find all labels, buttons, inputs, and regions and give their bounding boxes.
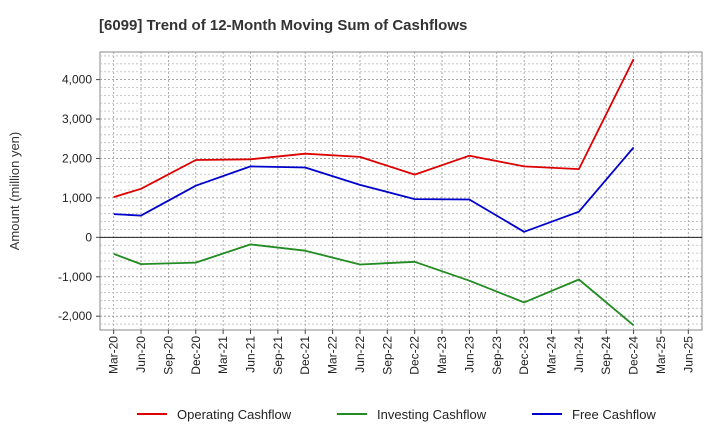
x-tick-label: Jun-25	[681, 336, 695, 373]
y-tick-label: 1,000	[62, 191, 92, 205]
legend-label-free-cashflow: Free Cashflow	[572, 407, 656, 422]
legend-label-operating-cashflow: Operating Cashflow	[177, 407, 292, 422]
x-tick-label: Sep-24	[599, 336, 613, 375]
x-tick-label: Sep-21	[271, 336, 285, 375]
chart-title: [6099] Trend of 12-Month Moving Sum of C…	[99, 17, 467, 34]
y-tick-label: 0	[85, 230, 92, 244]
x-tick-label: Dec-21	[298, 336, 312, 375]
y-axis-ticks: -2,000 -1,000 0 1,000 2,000 3,000 4,000	[58, 73, 100, 323]
x-tick-label: Mar-20	[107, 336, 121, 374]
y-tick-label: 3,000	[62, 112, 92, 126]
x-tick-label: Mar-25	[654, 336, 668, 374]
plot-area	[99, 51, 703, 331]
series-group	[113, 58, 635, 326]
x-tick-label: Dec-24	[627, 336, 641, 375]
series-line-operating-cashflow	[113, 58, 635, 198]
x-tick-label: Mar-24	[545, 336, 559, 374]
x-tick-label: Dec-23	[517, 336, 531, 375]
y-tick-label: -1,000	[58, 270, 92, 284]
y-axis-label: Amount (million yen)	[7, 132, 22, 251]
x-tick-label: Jun-21	[244, 336, 258, 373]
y-tick-label: 4,000	[62, 73, 92, 87]
x-tick-label: Sep-23	[490, 336, 504, 375]
y-tick-label: 2,000	[62, 151, 92, 165]
legend: Operating Cashflow Investing Cashflow Free…	[137, 407, 656, 422]
x-tick-label: Mar-23	[435, 336, 449, 374]
x-tick-label: Dec-22	[408, 336, 422, 375]
x-tick-label: Jun-20	[134, 336, 148, 373]
series-line-free-cashflow	[113, 146, 635, 233]
x-tick-label: Jun-23	[462, 336, 476, 373]
legend-label-investing-cashflow: Investing Cashflow	[377, 407, 487, 422]
x-tick-label: Jun-24	[572, 336, 586, 373]
x-tick-label: Dec-20	[189, 336, 203, 375]
x-tick-label: Sep-20	[161, 336, 175, 375]
x-axis-ticks: Mar-20 Jun-20 Sep-20 Dec-20 Mar-21 Jun-21 Sep-…	[107, 330, 695, 375]
x-tick-label: Mar-21	[216, 336, 230, 374]
x-tick-label: Sep-22	[380, 336, 394, 375]
y-tick-label: -2,000	[58, 309, 92, 323]
series-line-investing-cashflow	[113, 243, 635, 326]
x-tick-label: Jun-22	[353, 336, 367, 373]
x-tick-label: Mar-22	[326, 336, 340, 374]
